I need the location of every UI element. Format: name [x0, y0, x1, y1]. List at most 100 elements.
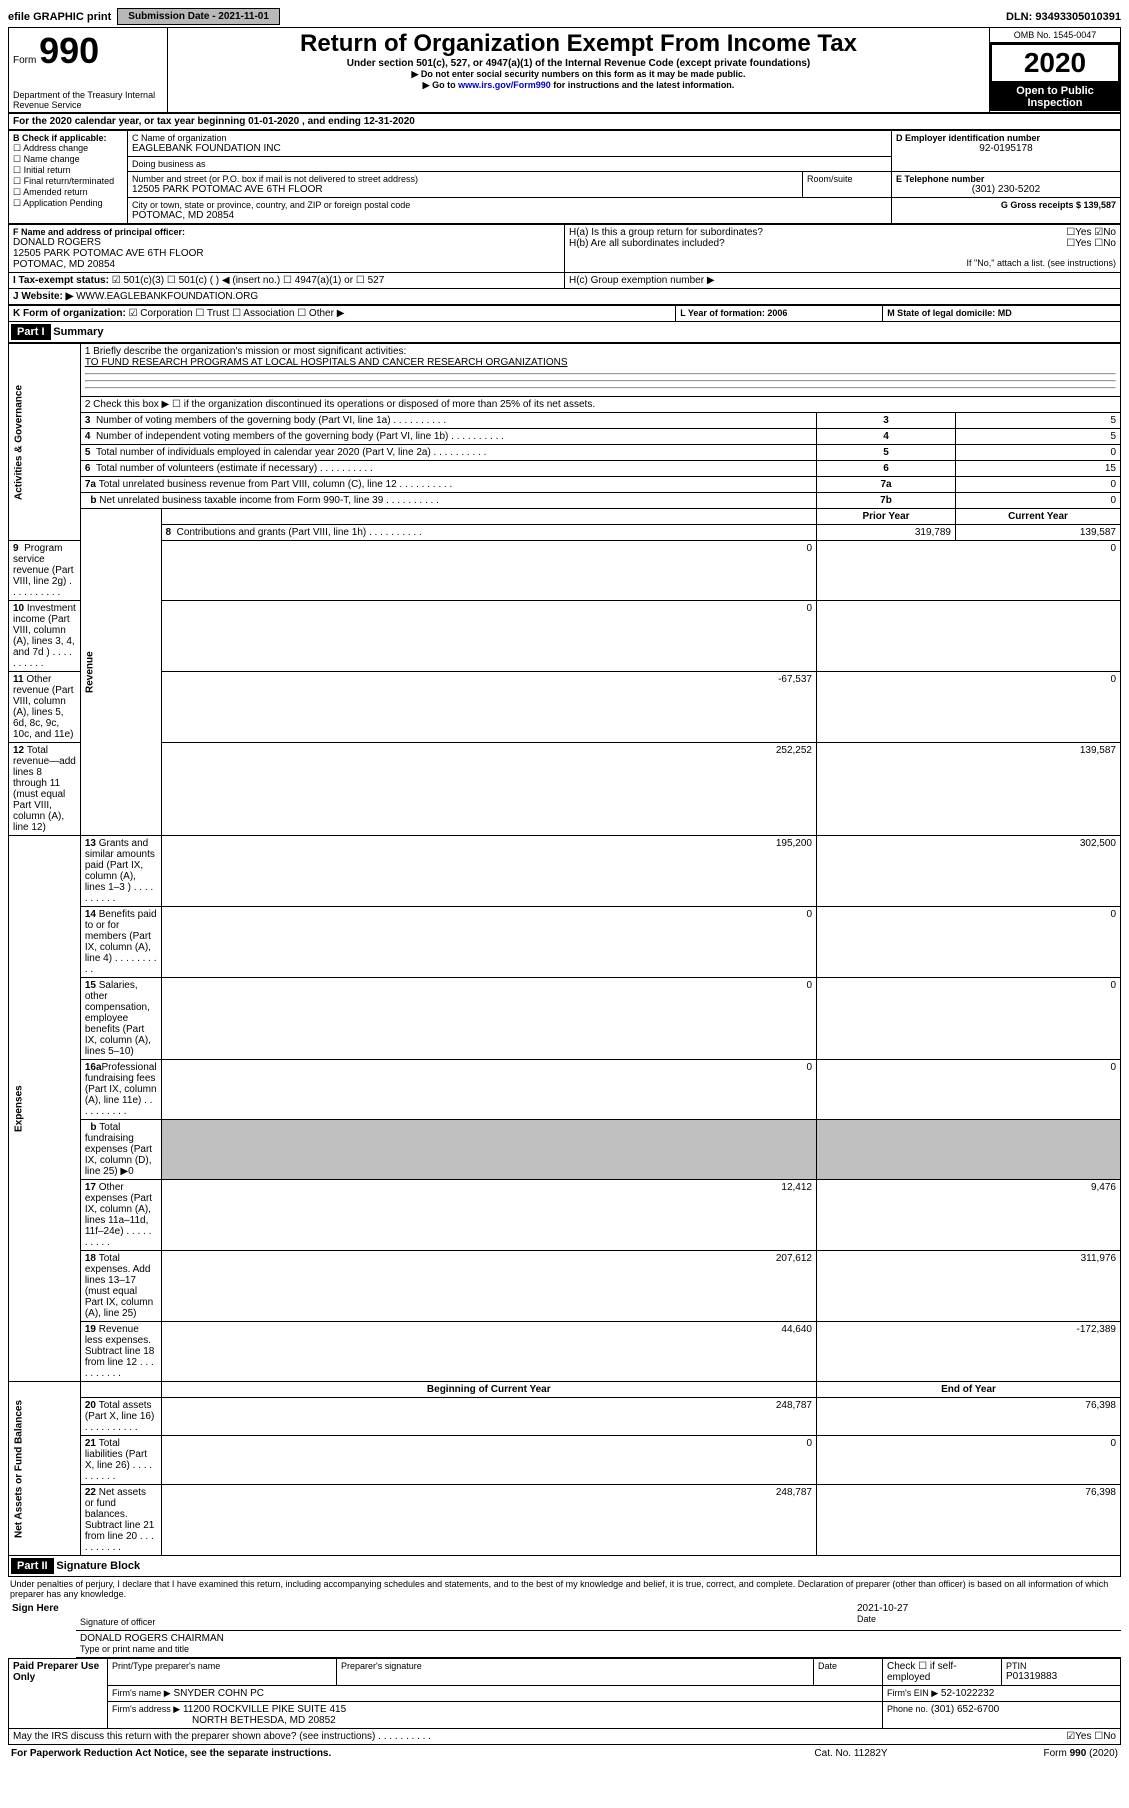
B-opt-5[interactable]: ☐ Application Pending [13, 198, 123, 209]
gov-7a-val: 0 [956, 477, 1121, 493]
rev-9-prior: 0 [161, 541, 816, 601]
sig-date-value: 2021-10-27 [857, 1603, 1117, 1614]
exp-16a-prior: 0 [161, 1060, 816, 1120]
officer-group-table: F Name and address of principal officer:… [8, 224, 1121, 305]
discuss-row: May the IRS discuss this return with the… [8, 1729, 1121, 1745]
preparer-table: Paid Preparer Use Only Print/Type prepar… [8, 1658, 1121, 1729]
footer-row: For Paperwork Reduction Act Notice, see … [8, 1745, 1121, 1762]
curr-year-header: Current Year [956, 509, 1121, 525]
rev-12-text: Total revenue—add lines 8 through 11 (mu… [13, 745, 76, 833]
irs-link[interactable]: www.irs.gov/Form990 [458, 80, 551, 90]
B-opt-2[interactable]: ☐ Initial return [13, 165, 123, 176]
Ha-label: H(a) Is this a group return for subordin… [569, 227, 763, 238]
cat-no: Cat. No. 11282Y [763, 1747, 938, 1760]
street-address: 12505 PARK POTOMAC AVE 6TH FLOOR [132, 184, 798, 195]
exp-18-prior: 207,612 [161, 1251, 816, 1322]
discuss-cell: May the IRS discuss this return with the… [9, 1729, 1121, 1745]
gov-7b-val: 0 [956, 493, 1121, 509]
form-title: Return of Organization Exempt From Incom… [172, 30, 985, 58]
city-value: POTOMAC, MD 20854 [132, 210, 887, 221]
L-label: L Year of formation: 2006 [680, 308, 787, 318]
exp-15-prior: 0 [161, 978, 816, 1060]
net-row-22: 22 Net assets or fund balances. Subtract… [9, 1485, 1121, 1556]
B-opt-4[interactable]: ☐ Amended return [13, 187, 123, 198]
Ha-answer[interactable]: ☐Yes ☑No [1066, 227, 1116, 238]
self-emp-cell[interactable]: Check ☐ if self-employed [883, 1659, 1002, 1686]
sig-date-cell: 2021-10-27 Date [853, 1601, 1121, 1631]
declaration-text: Under penalties of perjury, I declare th… [8, 1577, 1121, 1601]
M-cell: M State of legal domicile: MD [883, 306, 1121, 322]
exp-15-curr: 0 [817, 978, 1121, 1060]
line1-label: 1 Briefly describe the organization's mi… [85, 346, 1116, 357]
prep-name-label: Print/Type preparer's name [112, 1661, 332, 1671]
rev-8-prior: 319,789 [817, 525, 956, 541]
prep-date-cell: Date [814, 1659, 883, 1686]
exp-16b-curr [817, 1120, 1121, 1180]
city-cell: City or town, state or province, country… [128, 198, 892, 224]
B-opt-0[interactable]: ☐ Address change [13, 143, 123, 154]
warn2-pre: ▶ Go to [423, 80, 458, 90]
dba-cell: Doing business as [128, 157, 892, 172]
exp-13-curr: 302,500 [817, 836, 1121, 907]
form-ref: Form 990 (2020) [941, 1747, 1119, 1760]
exp-row-16a: 16aProfessional fundraising fees (Part I… [9, 1060, 1121, 1120]
paperwork-notice: For Paperwork Reduction Act Notice, see … [10, 1747, 761, 1760]
warn2: ▶ Go to www.irs.gov/Form990 for instruct… [172, 80, 985, 91]
exp-17-prior: 12,412 [161, 1180, 816, 1251]
sig-officer-label: Signature of officer [80, 1617, 155, 1627]
rev-10-curr [817, 601, 1121, 672]
officer-name-cell: DONALD ROGERS CHAIRMAN Type or print nam… [76, 1631, 1121, 1658]
net-21-beg: 0 [161, 1436, 816, 1485]
exp-14-curr: 0 [817, 907, 1121, 978]
gov-3-val: 5 [956, 413, 1121, 429]
Hb-answer[interactable]: ☐Yes ☐No [1066, 238, 1116, 249]
exp-18-curr: 311,976 [817, 1251, 1121, 1322]
prep-name-cell: Print/Type preparer's name [108, 1659, 337, 1686]
part1-header-row: Part I Summary [8, 322, 1121, 343]
B-opt-1[interactable]: ☐ Name change [13, 154, 123, 165]
K-options[interactable]: ☑ Corporation ☐ Trust ☐ Association ☐ Ot… [129, 308, 345, 319]
line-A: For the 2020 calendar year, or tax year … [9, 114, 1121, 130]
B-opt-3[interactable]: ☐ Final return/terminated [13, 176, 123, 187]
firm-phone-cell: Phone no. (301) 652-6700 [883, 1702, 1121, 1729]
rev-8-text: Contributions and grants (Part VIII, lin… [177, 527, 367, 538]
net-21-end: 0 [817, 1436, 1121, 1485]
section-B: B Check if applicable: ☐ Address change … [9, 131, 128, 224]
year-cell: OMB No. 1545-0047 2020 Open to Public In… [990, 28, 1121, 113]
exp-16b-prior [161, 1120, 816, 1180]
firm-addr-label: Firm's address ▶ [112, 1704, 180, 1714]
ptin-cell: PTINP01319883 [1002, 1659, 1121, 1686]
entity-info-table: B Check if applicable: ☐ Address change … [8, 130, 1121, 224]
exp-17-curr: 9,476 [817, 1180, 1121, 1251]
rev-10-prior: 0 [161, 601, 816, 672]
gov-3-num: 3 [817, 413, 956, 429]
sign-here-label: Sign Here [8, 1601, 76, 1658]
city-label: City or town, state or province, country… [132, 200, 887, 210]
firm-ein-label: Firm's EIN ▶ [887, 1688, 938, 1698]
submission-date-button[interactable]: Submission Date - 2021-11-01 [117, 8, 280, 25]
discuss-answer[interactable]: ☑Yes ☐No [1066, 1731, 1116, 1742]
beg-year-header: Beginning of Current Year [161, 1382, 816, 1398]
rev-header-row: Revenue Prior Year Current Year [9, 509, 1121, 525]
gov-4-val: 5 [956, 429, 1121, 445]
prior-year-header: Prior Year [817, 509, 956, 525]
gov-6-num: 6 [817, 461, 956, 477]
part2-badge: Part II [11, 1558, 54, 1574]
prep-sig-cell: Preparer's signature [337, 1659, 814, 1686]
F-cell: F Name and address of principal officer:… [9, 225, 565, 273]
Ha-cell: H(a) Is this a group return for subordin… [565, 225, 1121, 256]
officer-printed-name: DONALD ROGERS CHAIRMAN [80, 1633, 1117, 1644]
exp-row-14: 14 Benefits paid to or for members (Part… [9, 907, 1121, 978]
firm-ein-value: 52-1022232 [941, 1688, 994, 1699]
I-options[interactable]: ☑ 501(c)(3) ☐ 501(c) ( ) ◀ (insert no.) … [112, 275, 385, 286]
part1-badge: Part I [11, 324, 51, 340]
form-id-cell: Form 990 Department of the Treasury Inte… [9, 28, 168, 113]
rev-12-prior: 252,252 [161, 743, 816, 836]
gov-4-num: 4 [817, 429, 956, 445]
gov-7a-num: 7a [817, 477, 956, 493]
sig-date-label: Date [857, 1614, 876, 1624]
firm-city-value: NORTH BETHESDA, MD 20852 [192, 1715, 336, 1726]
section-A: For the 2020 calendar year, or tax year … [8, 113, 1121, 130]
warn1: ▶ Do not enter social security numbers o… [172, 69, 985, 80]
gov-row-6: 6 Total number of volunteers (estimate i… [9, 461, 1121, 477]
